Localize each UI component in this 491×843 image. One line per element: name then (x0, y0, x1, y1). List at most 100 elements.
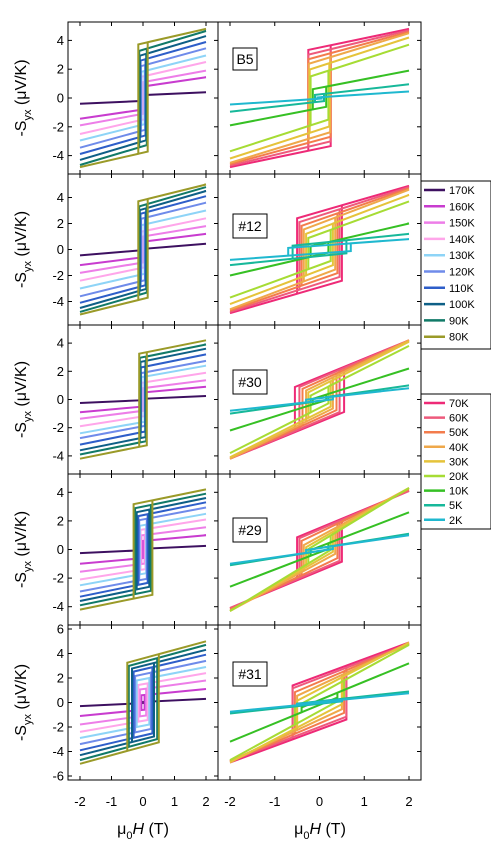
x-tick-label: 0 (139, 794, 146, 809)
series-12-150k (79, 225, 207, 274)
series-12-60k (229, 186, 410, 313)
svg-text:#31: #31 (238, 666, 262, 682)
series-b5-5k (229, 83, 410, 113)
series-30-50k (229, 339, 410, 460)
series-31-110k (79, 653, 207, 752)
panel-29-left: -4 -2 0 2 4 (52, 473, 219, 626)
panel-12-right (217, 173, 422, 326)
y-tick-label: 4 (57, 33, 64, 48)
y-tick-label: 0 (57, 695, 64, 710)
series-12-30k (229, 193, 410, 306)
x-tick-label: 1 (361, 794, 368, 809)
y-tick-label: 4 (57, 485, 64, 500)
y-tick-label: -2 (52, 420, 64, 435)
series-29-30k (229, 487, 410, 612)
legend-label: 40K (449, 442, 469, 454)
y-tick-label: 0 (57, 392, 64, 407)
series-b5-70k (229, 27, 410, 169)
series-29-70k (229, 489, 410, 610)
series-30-70k (229, 339, 410, 460)
svg-text:B5: B5 (236, 51, 253, 67)
y-tick-label: 0 (57, 242, 64, 257)
sample-label-30: #30 (232, 369, 268, 395)
series-31-150k (79, 679, 207, 726)
y-tick-label: 2 (57, 216, 64, 231)
series-30-20k (229, 345, 410, 454)
series-31-90k (79, 643, 207, 762)
series-b5-80k (79, 27, 207, 169)
series-b5-20k (229, 43, 410, 153)
panel-31-right: -2 -1 0 1 2 (217, 624, 422, 809)
series-12-2k (229, 238, 410, 261)
series-31-160k (79, 688, 207, 717)
panel-30-right (217, 324, 422, 475)
y-tick-label: 2 (57, 513, 64, 528)
legend-label: 20K (449, 471, 469, 483)
series-29-40k (229, 487, 410, 612)
y-tick-label: 4 (57, 190, 64, 205)
series-31-130k (79, 666, 207, 739)
y-tick-label: -6 (52, 769, 64, 784)
y-axis-title: -Syx (μV/K) (13, 511, 34, 588)
svg-text:#12: #12 (238, 218, 262, 234)
legend-label: 80K (449, 332, 469, 344)
y-tick-label: 4 (57, 646, 64, 661)
sample-label-b5: B5 (232, 47, 258, 71)
panel-frame (217, 473, 422, 626)
series-29-90k (79, 492, 207, 607)
series-29-80k (79, 488, 207, 611)
y-tick-label: -2 (52, 268, 64, 283)
legend-label: 130K (449, 250, 475, 262)
legend-label: 2K (449, 515, 463, 527)
legend-low-temp: 70K 60K 50K 40K 30K 20K 10K 5K 2K (420, 393, 491, 530)
sample-label-31: #31 (232, 661, 268, 687)
x-tick-label: 0 (316, 794, 323, 809)
series-b5-50k (229, 30, 410, 166)
legend-label: 5K (449, 500, 463, 512)
y-axis-title: -Syx (μV/K) (13, 361, 34, 438)
x-axis-title: μ0H (T) (294, 821, 346, 842)
y-tick-label: -4 (52, 448, 64, 463)
series-12-80k (79, 183, 207, 316)
series-30-40k (229, 339, 410, 460)
series-12-70k (229, 184, 410, 315)
sample-label-12: #12 (232, 213, 268, 239)
series-29-60k (229, 489, 410, 610)
x-tick-label: 2 (202, 794, 209, 809)
y-tick-label: 0 (57, 542, 64, 557)
legend-high-temp: 170K 160K 150K 140K 130K 120K 110K 100K 90K 80K (420, 180, 491, 350)
x-tick-label: 1 (171, 794, 178, 809)
y-tick-label: 6 (57, 622, 64, 637)
sample-label-29: #29 (232, 517, 268, 543)
series-29-160k (79, 534, 207, 565)
y-axis-title: -Syx (μV/K) (13, 211, 34, 288)
series-12-5k (229, 232, 410, 267)
legend-label: 90K (449, 315, 469, 327)
series-29-100k (79, 497, 207, 602)
x-tick-label: 2 (405, 794, 412, 809)
y-axis-title: -Syx (μV/K) (13, 59, 34, 136)
x-tick-label: -2 (74, 794, 86, 809)
legend-label: 50K (449, 427, 469, 439)
series-29-2k (229, 534, 410, 565)
series-31-80k (79, 640, 207, 765)
series-31-30k (229, 641, 410, 764)
series-29-20k (229, 487, 410, 612)
legend-label: 100K (449, 299, 475, 311)
series-12-20k (229, 200, 410, 299)
series-31-10k (229, 662, 410, 743)
series-b5-10k (229, 69, 410, 127)
series-29-110k (79, 501, 207, 598)
svg-text:#29: #29 (238, 522, 262, 538)
series-b5-40k (229, 32, 410, 164)
series-31-120k (79, 659, 207, 746)
series-30-60k (229, 339, 410, 460)
y-tick-label: -2 (52, 571, 64, 586)
panel-b5-left: -4 -2 0 2 4 (52, 21, 219, 175)
y-tick-label: 2 (57, 671, 64, 686)
legend-label: 30K (449, 456, 469, 468)
legend-label: 160K (449, 201, 475, 213)
series-31-170k (79, 697, 207, 708)
y-tick-label: -2 (52, 119, 64, 134)
